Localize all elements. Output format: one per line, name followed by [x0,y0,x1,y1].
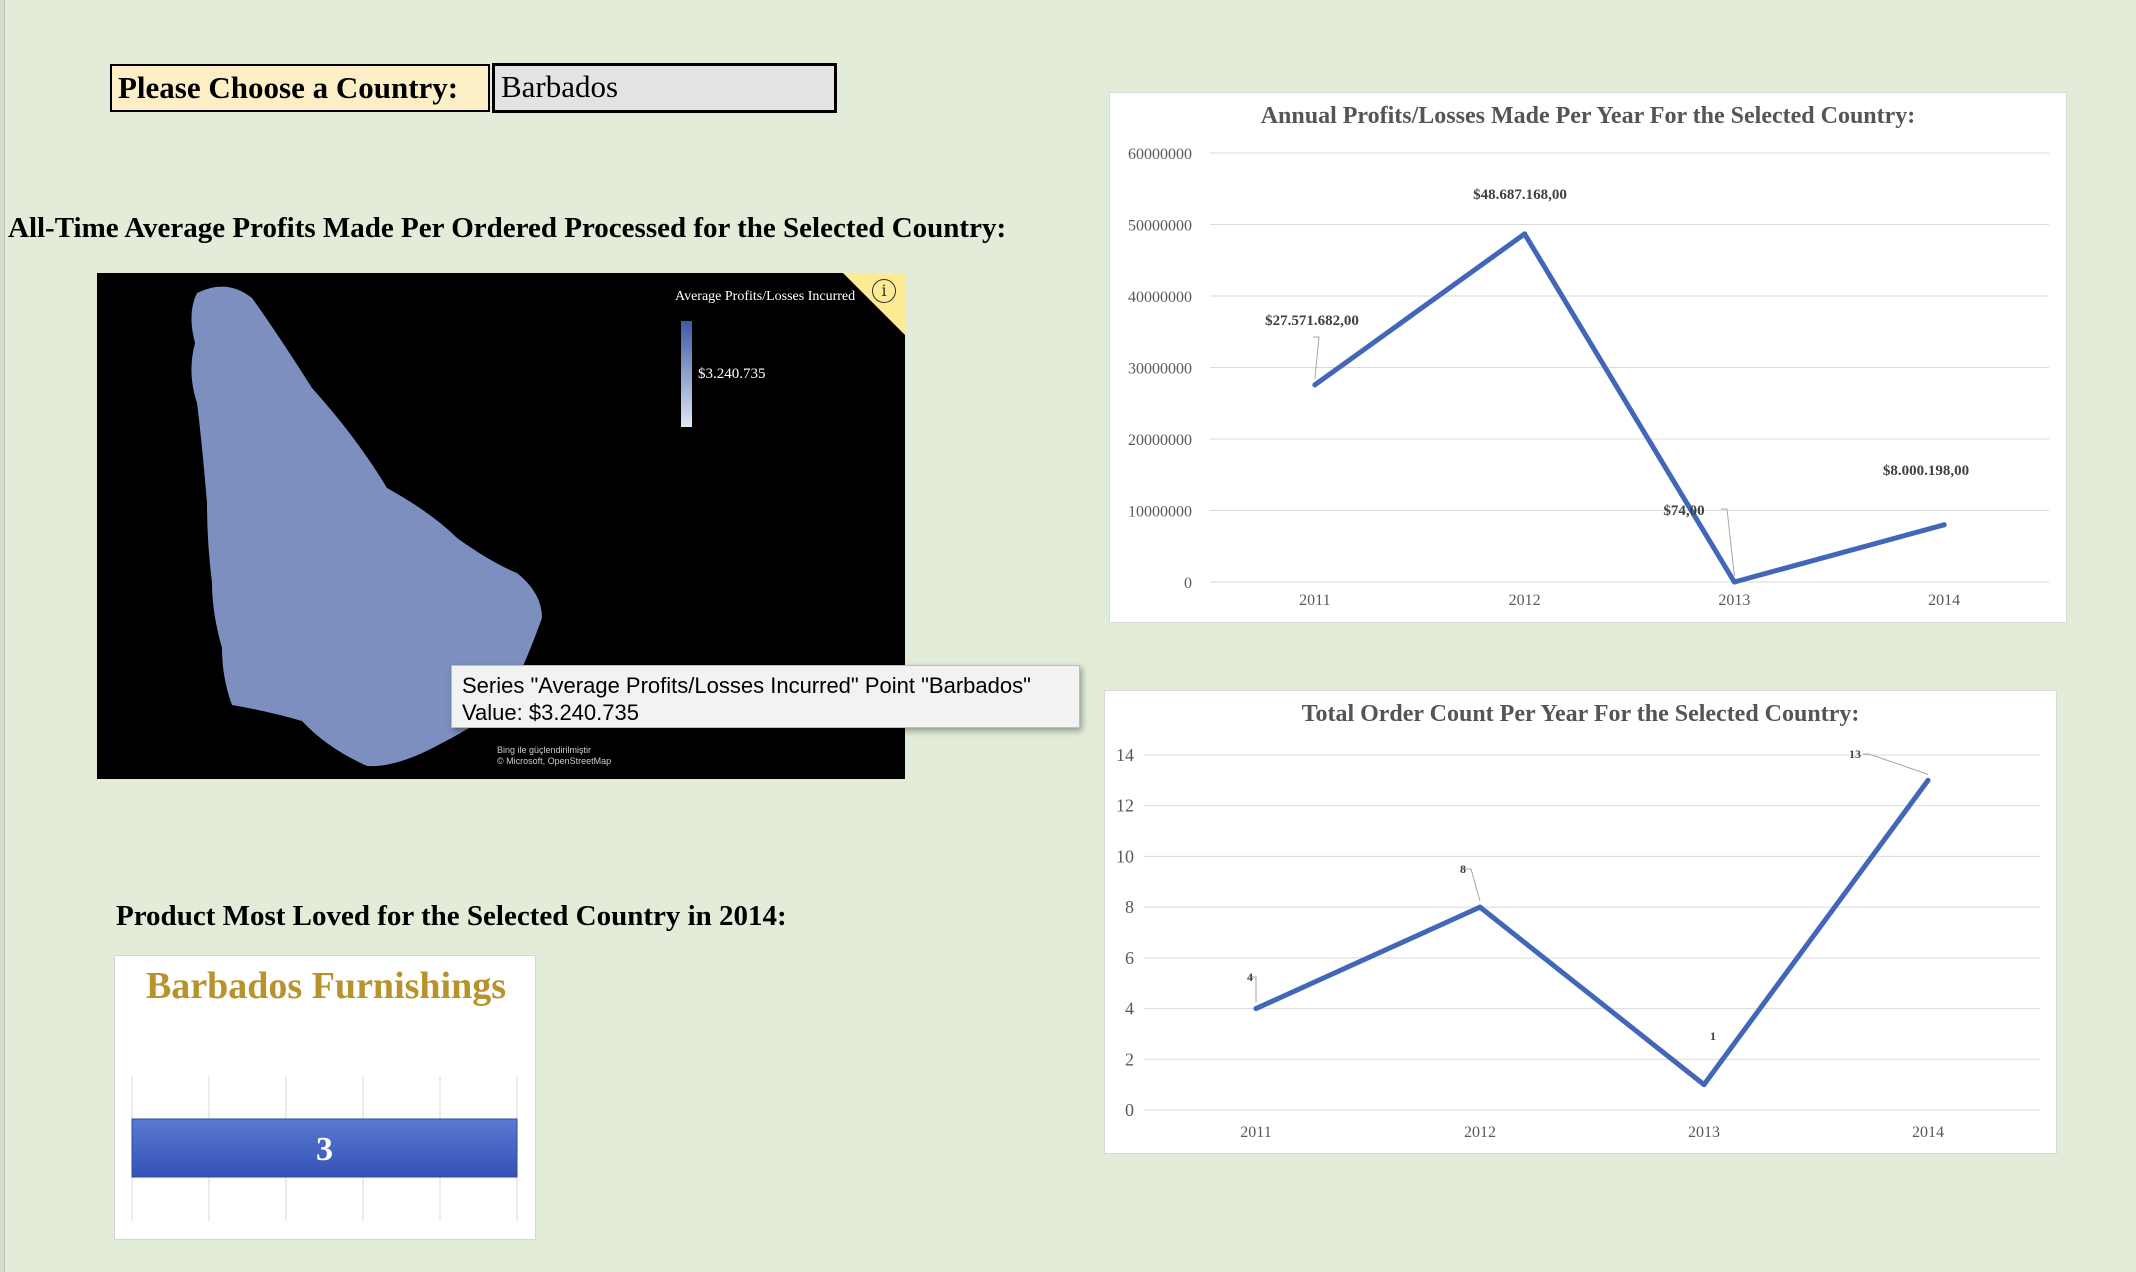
y-tick-label: 40000000 [1128,289,1192,306]
country-selector-label: Please Choose a Country: [110,64,490,112]
map-attribution: Bing ile güçlendirilmiştir © Microsoft, … [497,745,797,767]
data-label-leader [1250,976,1257,1003]
data-label: $8.000.198,00 [1883,463,1969,479]
barbados-map-region[interactable] [191,286,542,767]
product-name: Barbados Furnishings [145,965,507,1007]
map-legend-value: $3.240.735 [698,366,766,382]
data-label-leader [1465,868,1481,902]
data-point [1941,522,1947,528]
y-tick-label: 4 [1125,999,1134,1019]
data-label: 4 [1247,970,1253,984]
profits-chart-title: Annual Profits/Losses Made Per Year For … [1260,103,1916,129]
map-attribution-line1: Bing ile güçlendirilmiştir [497,745,592,755]
product-bar[interactable] [131,1118,518,1178]
country-selector-input[interactable]: Barbados [492,63,837,113]
map-legend-title: Average Profits/Losses Incurred [675,289,856,304]
data-label: $48.687.168,00 [1473,187,1567,203]
data-point [1925,777,1931,783]
x-tick-label: 2014 [1912,1124,1944,1141]
series-line [1312,231,1947,585]
data-label: 1 [1710,1029,1716,1043]
data-label: $74,00 [1663,503,1704,519]
product-bar-chart: 3 [131,1076,518,1221]
map-attribution-line2: © Microsoft, OpenStreetMap [497,756,612,766]
tooltip-series-line: Series "Average Profits/Losses Incurred"… [462,673,1031,698]
data-point [1477,904,1483,910]
data-point [1701,1082,1707,1088]
y-tick-label: 60000000 [1128,146,1192,163]
data-label-leader [1721,508,1735,577]
map-canvas [191,286,542,767]
data-point [1522,231,1528,237]
data-point [1731,579,1737,585]
profits-chart[interactable]: Annual Profits/Losses Made Per Year For … [1109,92,2067,623]
y-tick-label: 50000000 [1128,218,1192,235]
product-heading: Product Most Loved for the Selected Coun… [116,900,787,932]
y-tick-label: 8 [1125,897,1134,917]
orders-chart[interactable]: Total Order Count Per Year For the Selec… [1104,690,2057,1154]
data-label: 8 [1460,862,1466,876]
x-tick-label: 2012 [1509,592,1541,609]
orders-chart-plot: 0 2 4 6 8 10 12 14 2011 2012 2013 2014 4 8 1 13 [1116,745,2040,1141]
profits-chart-plot: 0 10000000 20000000 30000000 40000000 5000000… [1128,146,2049,609]
y-tick-label: 6 [1125,948,1134,968]
tooltip-value-line: Value: $3.240.735 [462,700,639,725]
x-tick-label: 2011 [1299,592,1330,609]
y-tick-label: 14 [1116,745,1134,765]
y-tick-label: 30000000 [1128,361,1192,378]
data-point [1253,1006,1259,1012]
x-tick-label: 2013 [1718,592,1750,609]
series-line [1253,777,1931,1088]
y-tick-label: 10 [1116,846,1134,866]
data-label-leader [1313,336,1320,379]
y-tick-label: 0 [1184,575,1192,592]
data-label: $27.571.682,00 [1265,313,1359,329]
x-tick-label: 2013 [1688,1124,1720,1141]
orders-chart-title: Total Order Count Per Year For the Selec… [1301,701,1860,727]
x-tick-label: 2011 [1240,1124,1271,1141]
x-tick-label: 2012 [1464,1124,1496,1141]
y-tick-label: 10000000 [1128,504,1192,521]
y-tick-label: 0 [1125,1100,1134,1120]
product-card[interactable]: Barbados Furnishings 3 [114,955,536,1240]
data-label-leader [1863,753,1929,775]
data-label: 13 [1849,747,1861,761]
y-tick-label: 12 [1116,796,1134,816]
y-tick-label: 2 [1125,1049,1134,1069]
data-point [1312,382,1318,388]
map-tooltip: Series "Average Profits/Losses Incurred"… [451,665,1080,728]
y-tick-label: 20000000 [1128,432,1192,449]
product-bar-value: 3 [316,1131,333,1168]
x-tick-label: 2014 [1928,592,1960,609]
map-legend-bar [681,321,692,427]
average-profits-heading: All-Time Average Profits Made Per Ordere… [8,212,1007,244]
spreadsheet-edge [0,0,5,1272]
info-icon[interactable]: i [872,279,896,303]
